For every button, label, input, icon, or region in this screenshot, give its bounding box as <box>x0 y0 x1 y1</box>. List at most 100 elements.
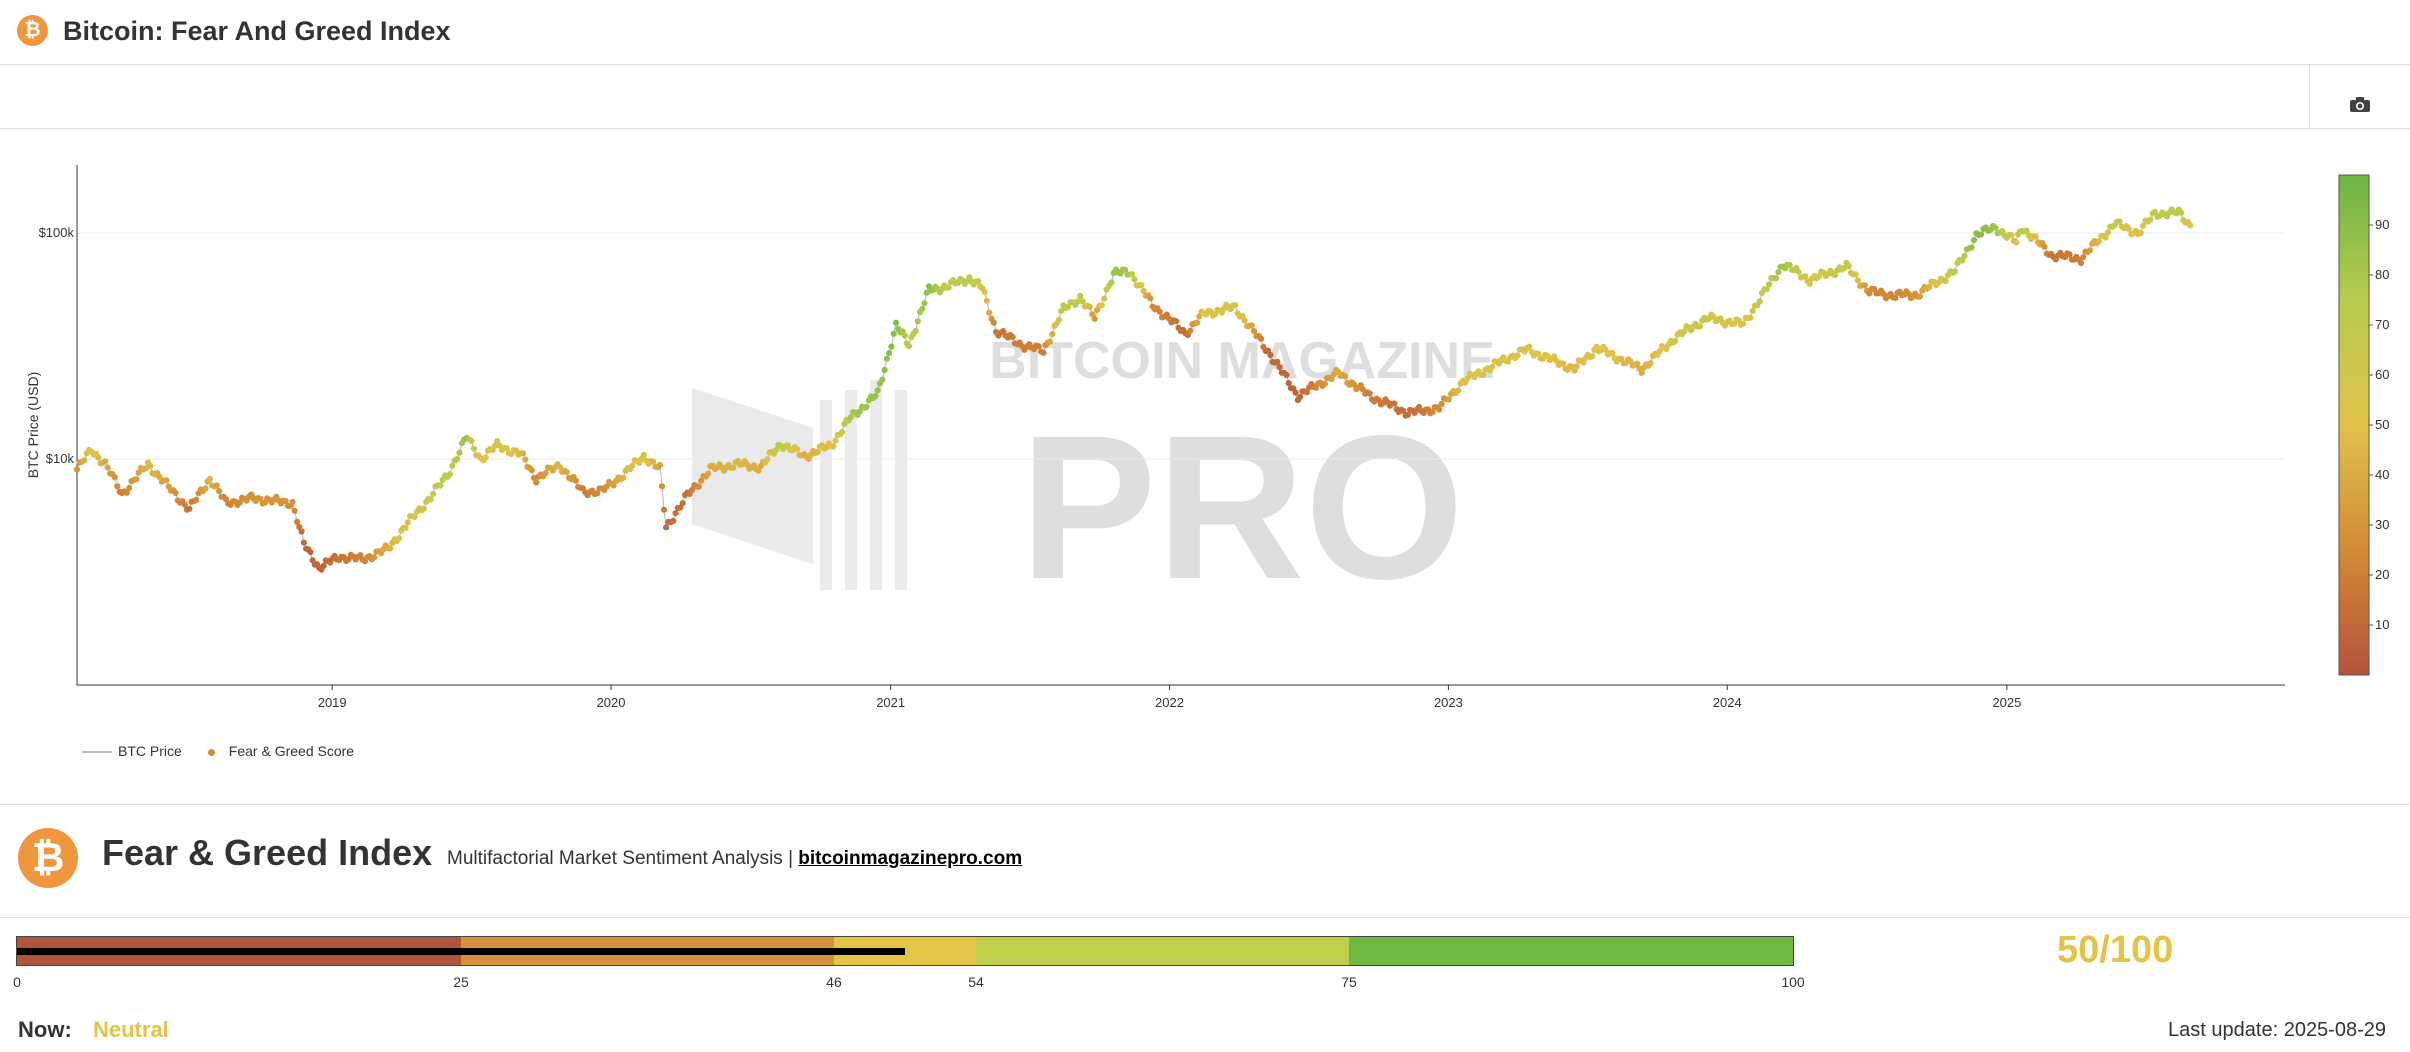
score-point[interactable] <box>1077 292 1084 299</box>
score-point[interactable] <box>2116 218 2123 225</box>
score-point[interactable] <box>1926 283 1933 291</box>
score-point[interactable] <box>1258 335 1265 342</box>
score-point[interactable] <box>206 475 213 482</box>
score-point[interactable] <box>2013 239 2020 246</box>
score-point[interactable] <box>1634 360 1641 367</box>
score-point[interactable] <box>863 403 870 411</box>
score-point[interactable] <box>1970 237 1978 244</box>
score-point[interactable] <box>1274 358 1281 365</box>
score-point[interactable] <box>1489 363 1496 370</box>
score-point[interactable] <box>494 438 501 445</box>
score-point[interactable] <box>291 507 298 514</box>
score-point[interactable] <box>300 539 307 546</box>
score-point[interactable] <box>672 510 679 517</box>
score-point[interactable] <box>1009 333 1016 341</box>
score-point[interactable] <box>1756 298 1763 305</box>
score-point[interactable] <box>663 524 670 531</box>
score-point[interactable] <box>142 465 149 472</box>
score-point[interactable] <box>454 456 461 463</box>
score-point[interactable] <box>1065 303 1072 311</box>
score-point[interactable] <box>1040 349 1047 356</box>
score-point[interactable] <box>856 408 864 415</box>
score-point[interactable] <box>2077 260 2085 267</box>
camera-button[interactable] <box>2309 65 2410 128</box>
score-point[interactable] <box>1647 360 1654 367</box>
score-point[interactable] <box>1091 315 1098 322</box>
score-point[interactable] <box>522 456 529 463</box>
score-point[interactable] <box>658 483 666 490</box>
score-point[interactable] <box>126 485 133 492</box>
score-point[interactable] <box>1129 271 1136 278</box>
score-point[interactable] <box>2080 254 2087 261</box>
score-point[interactable] <box>1292 389 1299 396</box>
score-point[interactable] <box>814 448 821 456</box>
score-point[interactable] <box>1740 320 1747 327</box>
score-point[interactable] <box>1267 352 1274 359</box>
score-point[interactable] <box>1795 268 1802 275</box>
score-point[interactable] <box>482 454 489 461</box>
score-point[interactable] <box>912 327 919 335</box>
score-point[interactable] <box>135 469 142 476</box>
score-point[interactable] <box>1108 279 1115 286</box>
score-point[interactable] <box>470 445 477 452</box>
score-point[interactable] <box>881 366 888 374</box>
score-point[interactable] <box>181 501 188 508</box>
score-point[interactable] <box>404 519 411 526</box>
score-point[interactable] <box>640 451 648 459</box>
score-point[interactable] <box>282 497 289 505</box>
score-point[interactable] <box>1297 393 1304 401</box>
score-point[interactable] <box>387 545 394 552</box>
score-point[interactable] <box>1404 411 1411 418</box>
score-point[interactable] <box>1285 380 1292 387</box>
score-point[interactable] <box>901 332 908 339</box>
score-point[interactable] <box>1391 400 1398 407</box>
score-point[interactable] <box>320 562 327 569</box>
score-point[interactable] <box>1436 406 1443 413</box>
score-point[interactable] <box>1961 252 1968 259</box>
score-point[interactable] <box>1074 298 1081 305</box>
score-point[interactable] <box>456 449 463 456</box>
score-point[interactable] <box>1942 277 1949 285</box>
score-point[interactable] <box>1786 262 1793 269</box>
score-point[interactable] <box>371 554 378 561</box>
score-point[interactable] <box>603 483 610 490</box>
score-point[interactable] <box>764 456 771 463</box>
score-point[interactable] <box>656 462 664 469</box>
score-point[interactable] <box>1140 287 1147 295</box>
score-point[interactable] <box>1445 396 1452 403</box>
score-point[interactable] <box>81 457 88 464</box>
score-point[interactable] <box>1328 375 1335 383</box>
score-point[interactable] <box>2178 209 2185 216</box>
score-point[interactable] <box>1089 311 1096 318</box>
score-point[interactable] <box>73 466 81 473</box>
score-point[interactable] <box>974 278 982 285</box>
score-point[interactable] <box>2008 232 2015 239</box>
score-point[interactable] <box>446 471 453 478</box>
score-point[interactable] <box>1978 231 1985 238</box>
score-point[interactable] <box>1672 337 1679 344</box>
score-point[interactable] <box>123 489 130 496</box>
score-point[interactable] <box>257 495 264 502</box>
legend-item-price[interactable]: BTC Price <box>118 743 182 759</box>
score-point[interactable] <box>1438 400 1445 408</box>
score-point[interactable] <box>1696 323 1703 330</box>
score-point[interactable] <box>688 486 696 494</box>
score-point[interactable] <box>773 446 780 453</box>
score-point[interactable] <box>216 487 223 495</box>
score-point[interactable] <box>921 300 928 307</box>
score-point[interactable] <box>679 500 686 507</box>
score-point[interactable] <box>102 458 109 465</box>
score-point[interactable] <box>193 496 200 503</box>
score-point[interactable] <box>1747 314 1754 321</box>
score-point[interactable] <box>1079 298 1086 305</box>
score-point[interactable] <box>2102 234 2109 241</box>
score-point[interactable] <box>1429 409 1436 416</box>
score-point[interactable] <box>572 477 580 484</box>
score-point[interactable] <box>420 505 427 512</box>
score-point[interactable] <box>879 376 886 383</box>
site-link[interactable]: bitcoinmagazinepro.com <box>798 848 1023 869</box>
score-point[interactable] <box>2125 225 2132 232</box>
score-point[interactable] <box>202 485 209 492</box>
score-point[interactable] <box>832 437 839 444</box>
score-point[interactable] <box>2147 216 2154 223</box>
